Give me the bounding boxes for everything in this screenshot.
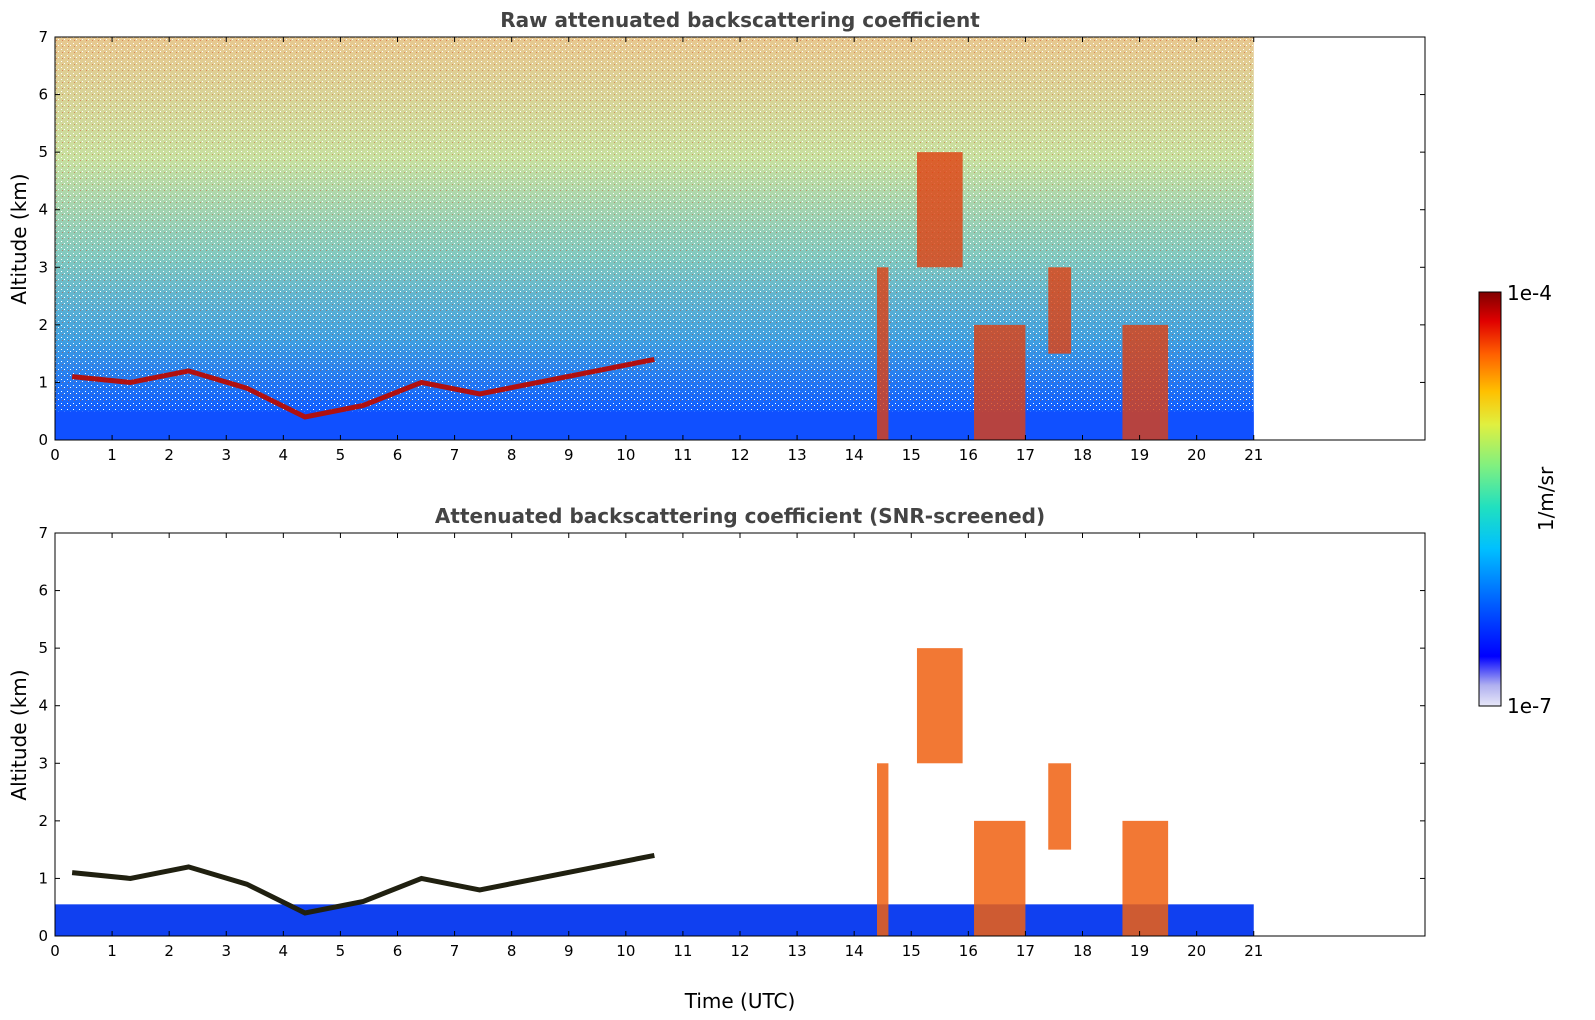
y-tick-label: 7 [38, 524, 48, 542]
y-tick-label: 2 [38, 812, 48, 830]
x-tick-label: 3 [221, 446, 231, 464]
x-tick-label: 4 [279, 942, 289, 960]
x-tick-label: 8 [507, 942, 517, 960]
bottom-plot-area [54, 532, 1426, 937]
cloud-feature [1048, 763, 1072, 850]
x-tick-label: 0 [50, 446, 60, 464]
bottom-chart-title: Attenuated backscattering coefficient (S… [435, 504, 1045, 528]
x-tick-label: 21 [1244, 942, 1263, 960]
y-tick-label: 5 [38, 639, 48, 657]
x-tick-label: 10 [616, 942, 635, 960]
colorbar-gradient [1478, 291, 1502, 707]
x-tick-label: 6 [393, 942, 403, 960]
x-axis-label: Time (UTC) [684, 989, 796, 1013]
y-tick-label: 0 [38, 431, 48, 449]
aerosol-layer-line [71, 356, 655, 420]
top-chart-title: Raw attenuated backscattering coefficien… [500, 8, 980, 32]
colorbar-min-label: 1e-7 [1507, 694, 1552, 718]
x-tick-label: 19 [1130, 446, 1149, 464]
bottom-x-ticks: 0 1 2 3 4 5 6 7 8 9 10 11 12 13 14 15 16 17 18 19 20 21 [50, 533, 1263, 960]
x-tick-label: 9 [564, 942, 574, 960]
plot-frame [54, 532, 1426, 937]
bottom-y-ticks: 0 1 2 3 4 5 6 7 [38, 524, 1425, 945]
x-tick-label: 18 [1073, 942, 1092, 960]
y-tick-label: 5 [38, 143, 48, 161]
cloud-feature [974, 820, 1026, 936]
bottom-y-axis-label: Altitude (km) [7, 669, 31, 800]
y-tick-label: 3 [38, 754, 48, 772]
x-tick-label: 21 [1244, 446, 1263, 464]
cloud-feature [916, 152, 963, 268]
colorbar: 1e-4 1e-7 1/m/sr [1478, 281, 1558, 718]
x-tick-label: 9 [564, 446, 574, 464]
y-tick-label: 0 [38, 927, 48, 945]
x-tick-label: 13 [788, 942, 807, 960]
cloud-feature [974, 324, 1026, 440]
x-tick-label: 1 [107, 942, 117, 960]
cloud-feature [1122, 820, 1169, 936]
y-tick-label: 3 [38, 258, 48, 276]
boundary-layer-band [55, 904, 1254, 936]
x-tick-label: 15 [902, 942, 921, 960]
x-tick-label: 2 [164, 446, 174, 464]
x-tick-label: 19 [1130, 942, 1149, 960]
x-tick-label: 15 [902, 446, 921, 464]
y-tick-label: 2 [38, 316, 48, 334]
y-tick-label: 7 [38, 28, 48, 46]
boundary-layer-band [55, 411, 1254, 440]
y-tick-label: 1 [38, 869, 48, 887]
x-tick-label: 7 [450, 446, 460, 464]
x-tick-label: 6 [393, 446, 403, 464]
top-y-ticks: 0 1 2 3 4 5 6 7 [38, 28, 1425, 449]
x-tick-label: 14 [845, 942, 864, 960]
y-tick-label: 4 [38, 201, 48, 219]
x-tick-label: 12 [730, 942, 749, 960]
x-tick-label: 3 [221, 942, 231, 960]
x-tick-label: 10 [616, 446, 635, 464]
raw-noise-texture [55, 37, 1254, 440]
top-y-axis-label: Altitude (km) [7, 173, 31, 304]
x-tick-label: 20 [1187, 446, 1206, 464]
snr-screened-panel: Attenuated backscattering coefficient (S… [7, 504, 1426, 1013]
aerosol-layer-line [71, 852, 655, 916]
top-plot-area [54, 36, 1426, 441]
x-tick-label: 18 [1073, 446, 1092, 464]
x-tick-label: 0 [50, 942, 60, 960]
x-tick-label: 1 [107, 446, 117, 464]
y-tick-label: 6 [38, 86, 48, 104]
cloud-feature [1122, 324, 1169, 440]
x-tick-label: 11 [673, 942, 692, 960]
x-tick-label: 16 [959, 942, 978, 960]
colorbar-max-label: 1e-4 [1507, 281, 1552, 305]
y-tick-label: 6 [38, 582, 48, 600]
raw-backscatter-panel: Raw attenuated backscattering coefficien… [7, 8, 1426, 464]
y-tick-label: 4 [38, 697, 48, 715]
x-tick-label: 13 [788, 446, 807, 464]
cloud-feature [916, 648, 963, 764]
x-tick-label: 2 [164, 942, 174, 960]
x-tick-label: 11 [673, 446, 692, 464]
x-tick-label: 12 [730, 446, 749, 464]
x-tick-label: 16 [959, 446, 978, 464]
cloud-feature [1048, 267, 1072, 354]
x-tick-label: 17 [1016, 446, 1035, 464]
cloud-feature [877, 763, 889, 936]
x-tick-label: 17 [1016, 942, 1035, 960]
x-tick-label: 4 [279, 446, 289, 464]
x-tick-label: 5 [336, 446, 346, 464]
x-tick-label: 14 [845, 446, 864, 464]
y-tick-label: 1 [38, 373, 48, 391]
x-tick-label: 20 [1187, 942, 1206, 960]
x-tick-label: 7 [450, 942, 460, 960]
cloud-feature [877, 267, 889, 440]
colorbar-unit-label: 1/m/sr [1534, 466, 1558, 531]
x-tick-label: 5 [336, 942, 346, 960]
top-x-ticks: 0 1 2 3 4 5 6 7 8 9 10 11 12 13 14 15 16 17 18 19 20 21 [50, 37, 1263, 464]
x-tick-label: 8 [507, 446, 517, 464]
